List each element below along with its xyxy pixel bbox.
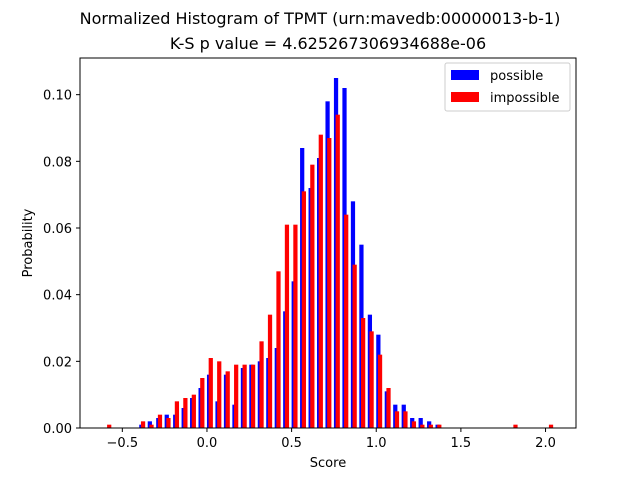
bar-impossible [344, 214, 349, 428]
bar-impossible [191, 394, 196, 428]
legend-label-impossible: impossible [490, 91, 560, 106]
bar-impossible [386, 388, 391, 428]
bar-impossible [293, 224, 298, 428]
y-axis-ticks: 0.00 0.02 0.04 0.06 0.08 0.10 [43, 89, 80, 437]
bar-impossible [437, 424, 442, 428]
legend: possible impossible [444, 62, 571, 112]
y-tick-label: 0.04 [43, 289, 72, 304]
legend-label-possible: possible [490, 69, 543, 84]
bar-impossible [174, 401, 180, 428]
y-tick-label: 0.10 [43, 89, 72, 104]
bar-impossible [276, 271, 281, 428]
x-tick-label: −0.5 [107, 436, 139, 451]
bar-possible [418, 418, 423, 428]
legend-swatch-possible [451, 70, 479, 80]
bar-impossible [403, 411, 408, 428]
bar-impossible [513, 424, 518, 428]
x-tick-label: 1.5 [451, 436, 472, 451]
bar-impossible [234, 364, 239, 428]
bar-impossible [259, 341, 264, 428]
bar-impossible [140, 421, 146, 428]
bar-impossible [183, 398, 188, 428]
bar-impossible [318, 134, 323, 428]
plot-frame [79, 57, 577, 429]
x-tick-label: 0.5 [281, 436, 302, 451]
bar-impossible [335, 114, 340, 429]
bars-group [107, 78, 554, 429]
bar-impossible [267, 314, 273, 428]
bar-impossible [250, 364, 256, 428]
bar-impossible [301, 191, 306, 428]
legend-swatch-impossible [451, 92, 479, 102]
bar-impossible [284, 224, 290, 428]
bar-impossible [394, 411, 400, 428]
y-tick-label: 0.00 [43, 422, 72, 437]
y-tick-label: 0.02 [43, 355, 72, 370]
bar-impossible [548, 424, 554, 428]
bar-impossible [157, 414, 163, 428]
x-tick-label: 1.0 [366, 436, 387, 451]
bar-impossible [411, 421, 417, 428]
chart-subtitle: K-S p value = 4.625267306934688e-06 [170, 34, 486, 53]
x-axis-label: Score [310, 456, 346, 471]
x-axis-ticks: −0.5 0.0 0.5 1.0 1.5 2.0 [107, 428, 556, 451]
bar-impossible [242, 364, 247, 428]
y-tick-label: 0.06 [43, 222, 72, 237]
x-tick-label: 0.0 [197, 436, 218, 451]
bar-impossible [310, 164, 315, 428]
bar-impossible [166, 418, 171, 428]
bar-impossible [200, 378, 205, 428]
bar-impossible [428, 424, 433, 428]
chart-title: Normalized Histogram of TPMT (urn:mavedb… [80, 9, 561, 28]
bar-impossible [361, 318, 366, 428]
bar-impossible [107, 424, 112, 428]
bar-impossible [377, 354, 383, 428]
bar-impossible [420, 424, 425, 428]
x-tick-label: 2.0 [535, 436, 556, 451]
bar-impossible [327, 138, 332, 428]
bar-impossible [352, 264, 357, 428]
bar-impossible [208, 358, 213, 428]
y-tick-label: 0.08 [43, 155, 72, 170]
bar-impossible [369, 331, 374, 428]
bar-impossible [225, 371, 230, 428]
bar-impossible [149, 424, 154, 428]
bar-impossible [217, 361, 222, 428]
y-axis-label: Probability [21, 208, 36, 277]
